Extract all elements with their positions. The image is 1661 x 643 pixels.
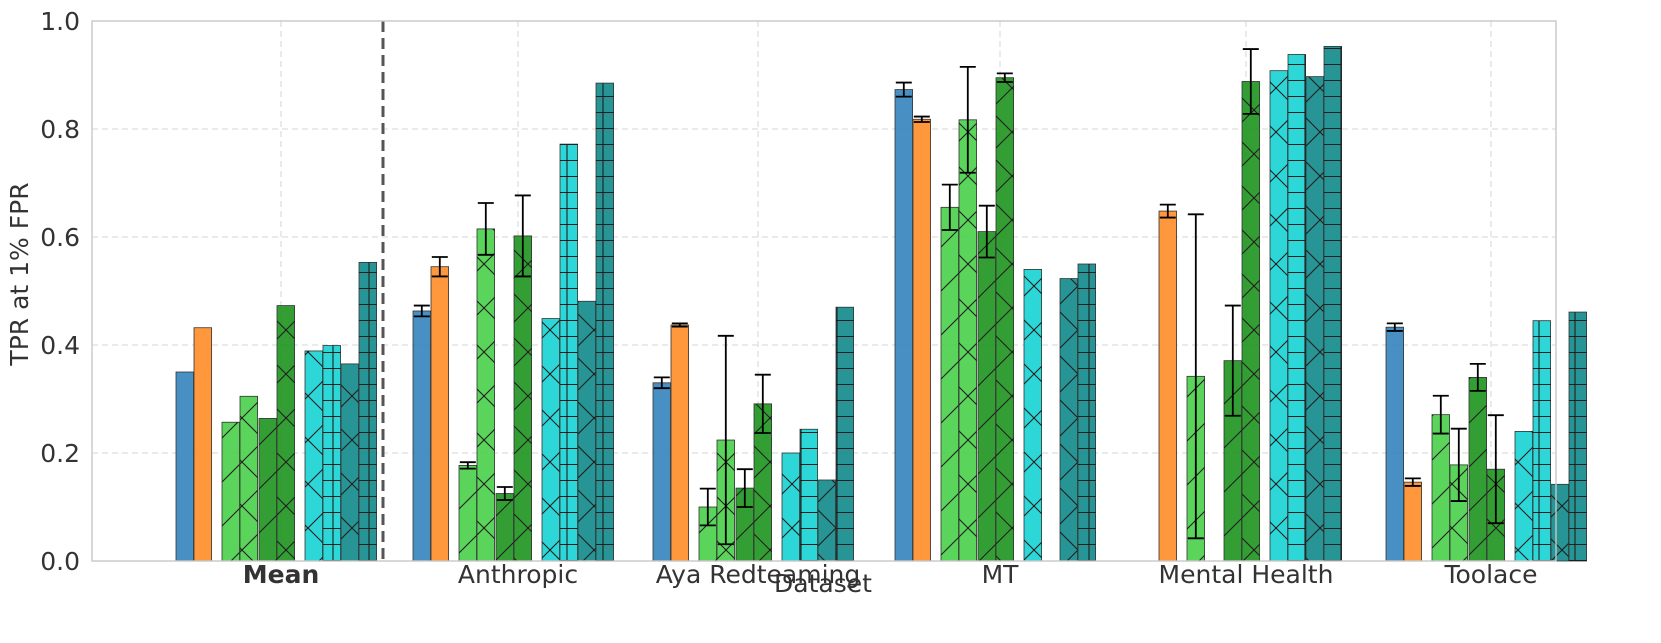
plot-frame bbox=[91, 20, 1557, 562]
y-tick-label: 0.4 bbox=[40, 331, 80, 360]
bar-hatch bbox=[1024, 269, 1042, 561]
bar-hatch bbox=[542, 318, 560, 561]
bar bbox=[912, 118, 932, 562]
y-axis-title: TPR at 1% FPR bbox=[5, 182, 34, 366]
x-tick-label: Aya Redteaming bbox=[656, 560, 860, 589]
bar-hatch bbox=[818, 480, 836, 561]
bar-hatch bbox=[277, 305, 295, 561]
bar-hatch bbox=[1242, 81, 1260, 561]
y-tick-label: 1.0 bbox=[40, 7, 80, 36]
bar bbox=[1158, 210, 1178, 562]
bar-hatch bbox=[578, 301, 596, 561]
bar bbox=[670, 324, 690, 562]
bar-hatch bbox=[477, 228, 495, 561]
x-tick-labels: Mean Anthropic Aya Redteaming MT Mental Heal… bbox=[243, 560, 1538, 589]
bar-hatch bbox=[996, 77, 1014, 561]
bar bbox=[652, 382, 672, 562]
x-axis-title: Dataset bbox=[774, 569, 872, 598]
bar bbox=[894, 89, 914, 562]
bar-hatch bbox=[222, 422, 240, 561]
bar-hatch bbox=[496, 493, 514, 561]
bar-hatch bbox=[305, 350, 323, 561]
y-tick-label: 0.0 bbox=[40, 547, 80, 576]
bar-hatch bbox=[1306, 76, 1324, 562]
bar bbox=[1385, 326, 1405, 562]
bar bbox=[1403, 481, 1423, 562]
bar-hatch bbox=[699, 507, 717, 561]
bar-hatch bbox=[800, 429, 818, 561]
bar-hatch bbox=[1288, 54, 1306, 561]
x-tick-label: Toolace bbox=[1443, 560, 1537, 589]
bar-hatch bbox=[1515, 431, 1533, 561]
bar-hatch bbox=[1551, 484, 1569, 561]
bar bbox=[430, 266, 450, 562]
bar-hatch bbox=[323, 345, 341, 561]
bar-hatch bbox=[596, 83, 614, 561]
bar-hatch bbox=[941, 207, 959, 562]
bar-hatch bbox=[359, 262, 377, 561]
x-tick-label: MT bbox=[982, 560, 1020, 589]
bar-hatch bbox=[560, 144, 578, 561]
y-tick-label: 0.2 bbox=[40, 439, 80, 468]
bar-hatch bbox=[1469, 377, 1487, 561]
y-tick-label: 0.8 bbox=[40, 115, 80, 144]
error-bars bbox=[413, 48, 1504, 546]
bar-hatch bbox=[1533, 320, 1551, 561]
bar bbox=[412, 310, 432, 562]
x-tick-label: Anthropic bbox=[458, 560, 578, 589]
bar-hatch bbox=[1270, 70, 1288, 562]
bar-hatch bbox=[1324, 46, 1342, 561]
bar-hatch bbox=[1224, 360, 1242, 561]
bar-hatch bbox=[959, 119, 977, 561]
bar-hatch bbox=[1060, 278, 1078, 561]
bar-hatch bbox=[836, 307, 854, 561]
bar-hatch bbox=[259, 418, 277, 561]
x-tick-label: Mental Health bbox=[1159, 560, 1334, 589]
bar bbox=[193, 327, 213, 562]
bar-hatch bbox=[1569, 312, 1587, 561]
bar-hatch bbox=[754, 403, 772, 561]
bar-hatch bbox=[1432, 414, 1450, 561]
x-tick-label: Mean bbox=[243, 560, 320, 589]
bar-hatch bbox=[459, 465, 477, 561]
bar-hatch bbox=[978, 231, 996, 561]
bar-hatch bbox=[1450, 464, 1468, 561]
y-tick-label: 0.6 bbox=[40, 223, 80, 252]
bars bbox=[175, 45, 1588, 562]
y-tick-labels: 0.0 0.2 0.4 0.6 0.8 1.0 bbox=[40, 7, 80, 576]
bar-hatch bbox=[782, 453, 800, 561]
bar-hatch bbox=[514, 235, 532, 562]
bar bbox=[175, 371, 195, 562]
bar-hatch bbox=[1078, 264, 1096, 561]
bar-hatch bbox=[240, 396, 258, 561]
bar-hatch bbox=[341, 363, 359, 561]
